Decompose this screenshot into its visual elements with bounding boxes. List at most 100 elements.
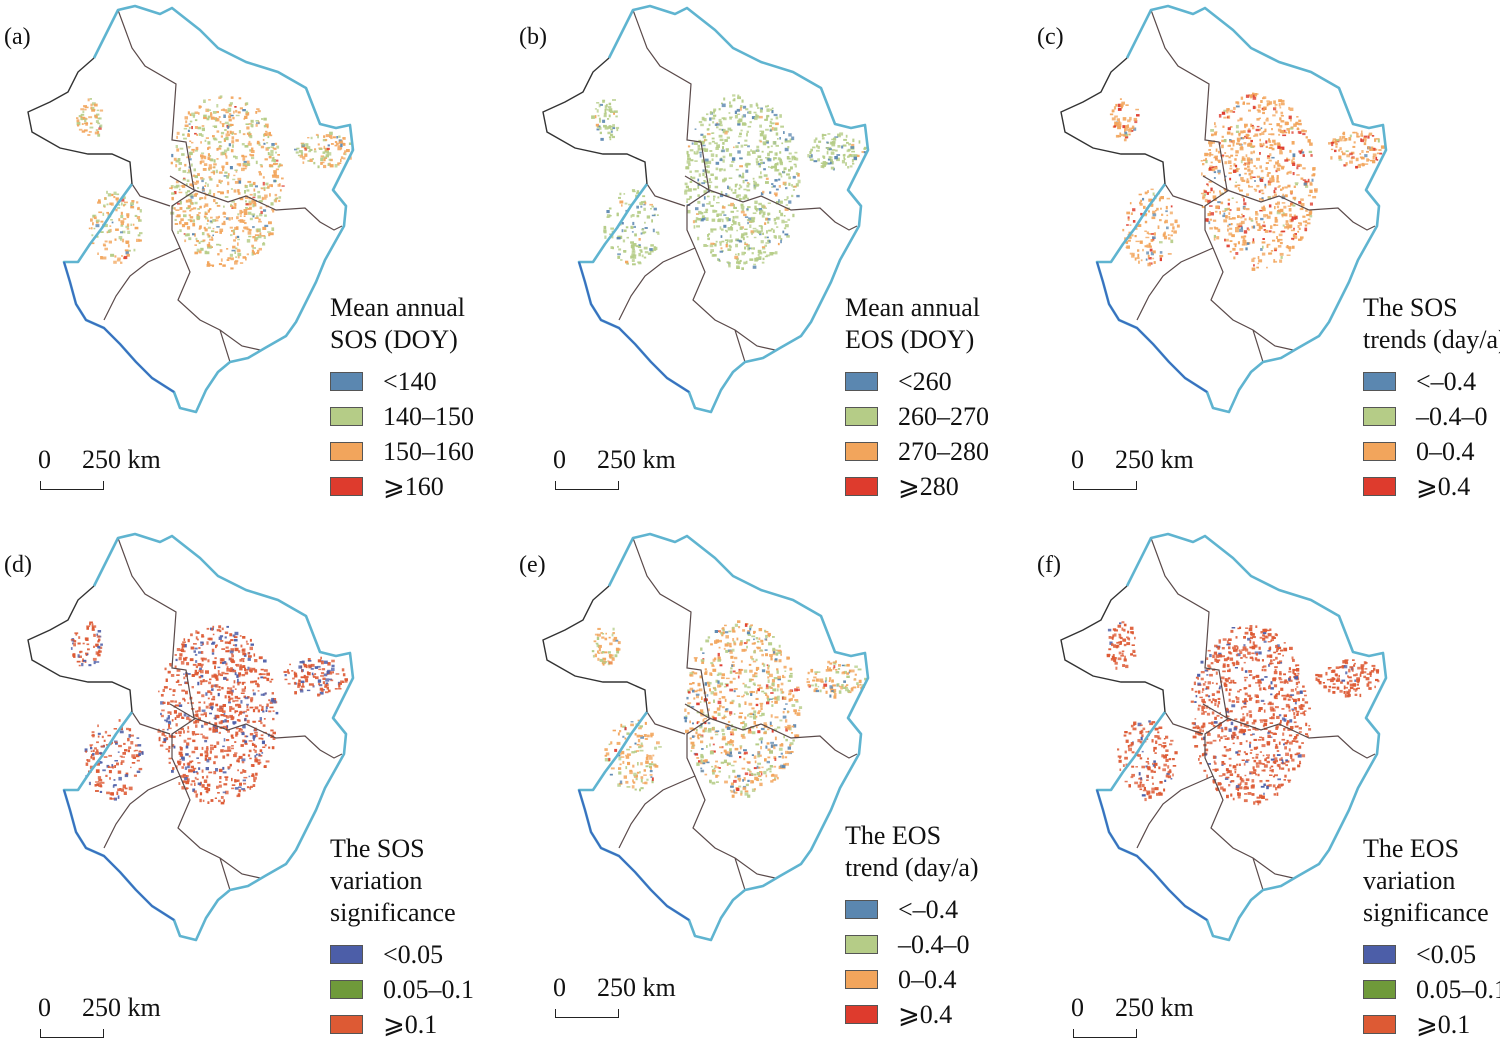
- vegetation-pixel: [729, 117, 732, 120]
- vegetation-pixel: [248, 212, 252, 215]
- vegetation-pixel: [746, 261, 748, 264]
- vegetation-pixel: [140, 209, 142, 212]
- vegetation-pixel: [721, 752, 723, 754]
- vegetation-pixel: [774, 179, 777, 182]
- vegetation-pixel: [1277, 160, 1279, 163]
- vegetation-pixel: [755, 258, 759, 261]
- vegetation-pixel: [260, 232, 262, 235]
- vegetation-pixel: [794, 164, 797, 166]
- vegetation-pixel: [219, 686, 221, 688]
- vegetation-pixel: [246, 203, 249, 205]
- vegetation-pixel: [651, 206, 654, 208]
- vegetation-pixel: [193, 768, 197, 770]
- vegetation-pixel: [859, 684, 861, 686]
- vegetation-pixel: [276, 160, 278, 162]
- vegetation-pixel: [224, 138, 227, 139]
- vegetation-pixel: [181, 766, 184, 769]
- vegetation-pixel: [777, 650, 781, 652]
- vegetation-pixel: [1268, 134, 1271, 135]
- vegetation-pixel: [760, 737, 763, 740]
- vegetation-pixel: [630, 724, 634, 727]
- vegetation-pixel: [187, 172, 190, 173]
- vegetation-pixel: [724, 648, 726, 650]
- vegetation-pixel: [768, 636, 770, 638]
- vegetation-pixel: [206, 706, 209, 709]
- vegetation-pixel: [1263, 221, 1265, 223]
- vegetation-pixel: [859, 140, 861, 143]
- vegetation-pixel: [125, 788, 128, 790]
- vegetation-pixel: [747, 768, 749, 771]
- vegetation-pixel: [86, 627, 89, 630]
- vegetation-pixel: [752, 150, 756, 154]
- vegetation-pixel: [1361, 131, 1363, 134]
- vegetation-pixel: [269, 184, 273, 187]
- vegetation-pixel: [769, 699, 773, 701]
- vegetation-pixel: [757, 641, 760, 643]
- vegetation-pixel: [188, 769, 192, 772]
- vegetation-pixel: [619, 730, 621, 732]
- vegetation-pixel: [713, 727, 715, 730]
- vegetation-pixel: [200, 670, 204, 674]
- vegetation-pixel: [264, 669, 268, 672]
- vegetation-pixel: [239, 97, 242, 99]
- vegetation-pixel: [1242, 158, 1246, 161]
- vegetation-pixel: [769, 750, 773, 754]
- vegetation-pixel: [727, 137, 730, 139]
- vegetation-pixel: [298, 679, 301, 682]
- vegetation-pixel: [1213, 220, 1216, 222]
- vegetation-pixel: [721, 729, 724, 732]
- vegetation-pixel: [1203, 160, 1206, 162]
- vegetation-pixel: [712, 158, 714, 161]
- vegetation-pixel: [215, 798, 217, 800]
- vegetation-pixel: [686, 198, 690, 200]
- vegetation-pixel: [765, 256, 768, 257]
- vegetation-pixel: [183, 673, 185, 674]
- vegetation-pixel: [169, 758, 172, 760]
- vegetation-pixel: [177, 761, 180, 764]
- vegetation-pixel: [701, 697, 703, 701]
- vegetation-pixel: [176, 136, 178, 139]
- region-map: [20, 528, 360, 958]
- vegetation-pixel: [104, 740, 106, 742]
- scale-line: [1073, 481, 1137, 490]
- vegetation-pixel: [759, 176, 763, 179]
- vegetation-pixel: [643, 774, 647, 776]
- vegetation-pixel: [201, 634, 204, 638]
- vegetation-pixel: [292, 678, 295, 680]
- vegetation-pixel: [780, 126, 784, 128]
- vegetation-pixel: [724, 750, 727, 753]
- vegetation-pixel: [327, 148, 330, 150]
- vegetation-pixel: [787, 219, 790, 221]
- vegetation-pixel: [1338, 149, 1340, 151]
- vegetation-pixel: [314, 673, 316, 675]
- vegetation-pixel: [739, 756, 741, 758]
- vegetation-pixel: [330, 138, 332, 140]
- vegetation-pixel: [722, 146, 724, 149]
- legend-title-line: SOS (DOY): [330, 324, 500, 356]
- vegetation-pixel: [128, 749, 130, 752]
- vegetation-pixel: [195, 711, 198, 713]
- vegetation-pixel: [1276, 236, 1278, 239]
- vegetation-pixel: [126, 728, 129, 730]
- vegetation-pixel: [120, 756, 123, 758]
- vegetation-pixel: [733, 678, 736, 680]
- vegetation-pixel: [641, 233, 643, 235]
- vegetation-pixel: [699, 152, 702, 154]
- vegetation-pixel: [1209, 205, 1213, 207]
- vegetation-pixel: [625, 261, 628, 264]
- vegetation-pixel: [1261, 207, 1264, 210]
- vegetation-pixel: [746, 784, 749, 786]
- legend-item: ⩾0.1: [330, 1007, 500, 1042]
- vegetation-pixel: [195, 119, 197, 121]
- vegetation-pixel: [752, 754, 754, 756]
- legend-label: 270–280: [898, 437, 989, 467]
- vegetation-pixel: [254, 659, 257, 662]
- vegetation-pixel: [810, 149, 813, 152]
- vegetation-pixel: [235, 181, 239, 184]
- vegetation-pixel: [249, 132, 251, 135]
- vegetation-pixel: [1237, 215, 1240, 218]
- vegetation-pixel: [741, 204, 744, 207]
- vegetation-pixel: [863, 148, 866, 150]
- vegetation-pixel: [250, 697, 253, 699]
